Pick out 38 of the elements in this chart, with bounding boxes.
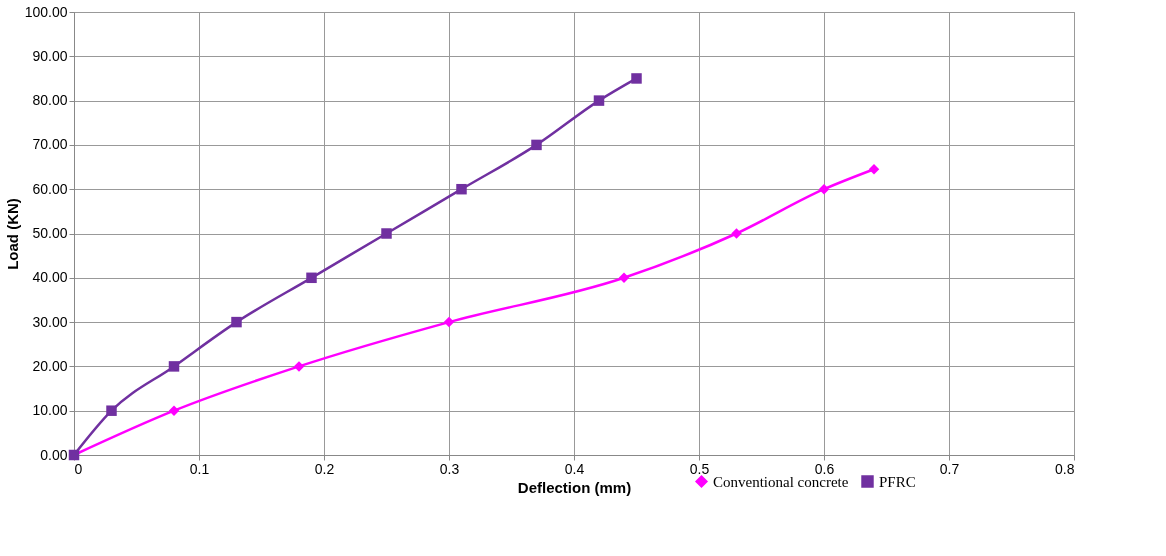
x-axis-title: Deflection (mm) xyxy=(517,478,632,496)
point xyxy=(456,183,467,195)
point xyxy=(231,316,242,328)
x-tick-label: 0.8 xyxy=(1055,460,1075,477)
point xyxy=(868,164,880,175)
y-tick-label: 50.00 xyxy=(32,225,68,241)
point xyxy=(168,361,180,372)
y-tick-label: 0.00 xyxy=(40,446,68,463)
point xyxy=(306,272,317,284)
point xyxy=(443,316,455,328)
x-tick-label: 0.5 xyxy=(689,460,710,477)
point xyxy=(593,95,605,106)
point xyxy=(818,183,830,195)
y-tick-label: 80.00 xyxy=(32,92,68,109)
x-tick-label: 0.7 xyxy=(939,460,960,477)
y-tick-label: 30.00 xyxy=(32,313,68,330)
x-tick-label: 0 xyxy=(74,460,83,477)
point xyxy=(531,139,542,151)
legend-label: PFRC xyxy=(879,473,916,490)
y-tick-label: 90.00 xyxy=(32,47,68,64)
x-tick-label: 0.3 xyxy=(439,460,460,477)
x-tick-label: 0.2 xyxy=(314,460,335,477)
point xyxy=(731,228,742,239)
point xyxy=(168,405,180,416)
y-axis-title: Load (KN) xyxy=(3,198,21,270)
y-tick-label: 10.00 xyxy=(32,402,68,419)
y-tick-label: 60.00 xyxy=(32,180,68,197)
point xyxy=(381,228,392,239)
x-tick-label: 0.1 xyxy=(189,460,210,477)
y-tick-label: 20.00 xyxy=(32,357,68,374)
point xyxy=(293,361,305,372)
point xyxy=(106,405,117,416)
y-tick-label: 70.00 xyxy=(32,136,68,153)
y-tick-label: 40.00 xyxy=(32,269,68,286)
point xyxy=(618,272,630,284)
x-tick-label: 0.4 xyxy=(564,460,585,477)
point xyxy=(631,73,642,84)
y-tick-label: 100.00 xyxy=(24,3,68,20)
